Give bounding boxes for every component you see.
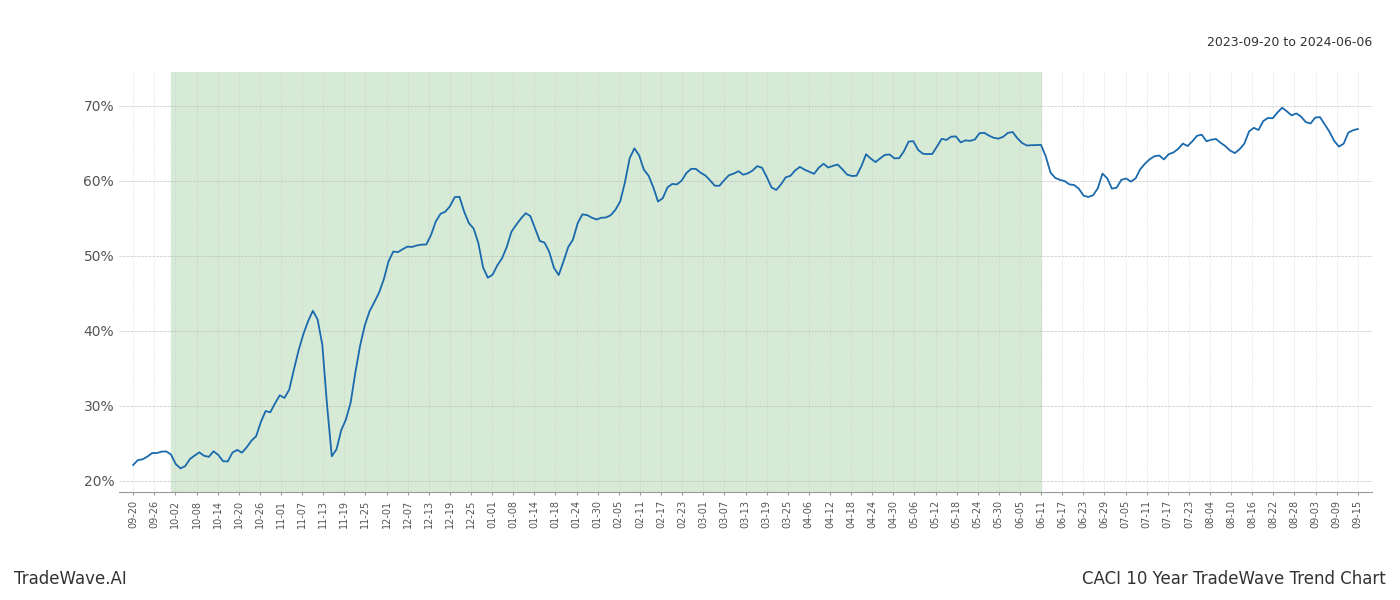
Bar (171, 72, 1042, 492)
Text: TradeWave.AI: TradeWave.AI (14, 570, 127, 588)
Text: 2023-09-20 to 2024-06-06: 2023-09-20 to 2024-06-06 (1207, 36, 1372, 49)
Text: CACI 10 Year TradeWave Trend Chart: CACI 10 Year TradeWave Trend Chart (1082, 570, 1386, 588)
